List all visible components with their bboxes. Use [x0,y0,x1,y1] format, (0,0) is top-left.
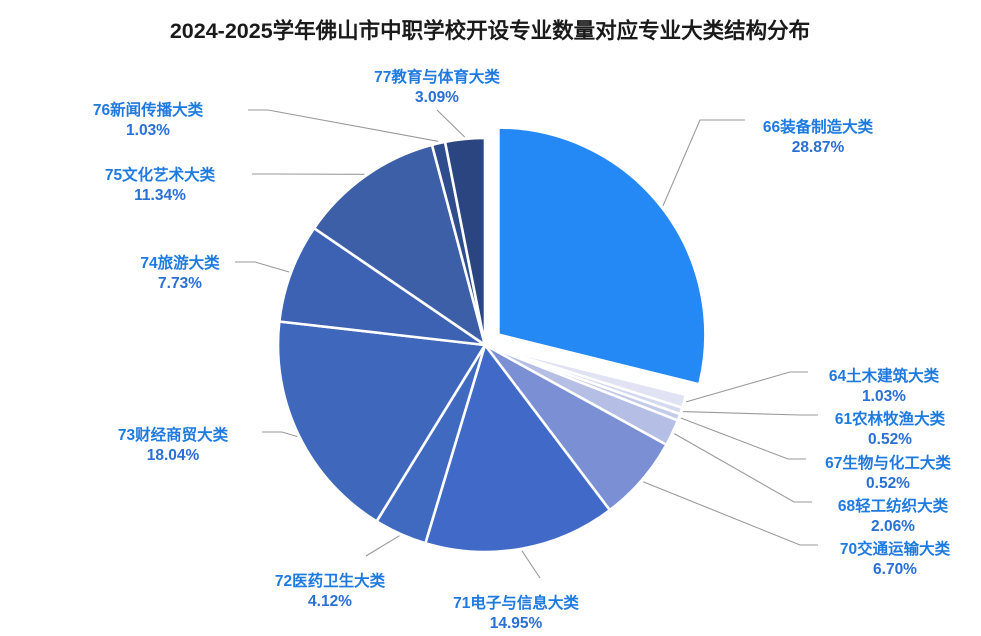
leader-line [674,433,812,503]
label-75-name: 75文化艺术大类 [105,165,216,184]
label-70-name: 70交通运输大类 [840,539,951,558]
label-73: 73财经商贸大类 18.04% [118,425,229,464]
label-76: 76新闻传播大类 1.03% [93,100,204,139]
label-77-pct: 3.09% [415,89,459,106]
label-68: 68轻工纺织大类 2.06% [838,496,949,535]
leader-line [365,535,400,557]
label-68-pct: 2.06% [871,518,915,535]
label-70: 70交通运输大类 6.70% [840,539,951,578]
label-70-pct: 6.70% [873,561,917,578]
label-73-pct: 18.04% [147,447,200,464]
label-74: 74旅游大类 7.73% [140,253,220,292]
pie-slice[interactable] [497,126,707,386]
label-67: 67生物与化工大类 0.52% [825,453,951,492]
label-67-name: 67生物与化工大类 [825,453,951,472]
label-74-name: 74旅游大类 [140,253,220,272]
label-72: 72医药卫生大类 4.12% [275,571,386,610]
pie-slice[interactable] [443,136,487,347]
leader-line [248,109,439,142]
label-71-name: 71电子与信息大类 [453,593,579,612]
label-61: 61农林牧渔大类 0.52% [835,409,946,448]
label-75: 75文化艺术大类 11.34% [105,165,216,204]
label-74-pct: 7.73% [158,275,202,292]
leader-line [685,371,808,403]
label-64-name: 64土木建筑大类 [829,366,940,385]
chart-title: 2024-2025学年佛山市中职学校开设专业数量对应专业大类结构分布 [170,18,810,43]
label-71: 71电子与信息大类 14.95% [453,593,579,632]
leader-lines-group [235,109,818,579]
label-66: 66装备制造大类 28.87% [763,117,874,156]
leader-line [680,417,806,460]
leader-line [642,481,818,546]
pie-slice[interactable] [276,320,487,523]
label-72-pct: 4.12% [308,593,352,610]
label-76-pct: 1.03% [126,122,170,139]
label-72-name: 72医药卫生大类 [275,571,386,590]
label-71-pct: 14.95% [490,615,543,632]
label-77-name: 77教育与体育大类 [374,67,500,86]
label-75-pct: 11.34% [134,187,186,204]
label-76-name: 76新闻传播大类 [93,100,204,119]
label-66-pct: 28.87% [792,139,845,156]
leader-line [683,411,818,416]
label-64: 64土木建筑大类 1.03% [829,366,940,405]
label-77: 77教育与体育大类 3.09% [374,67,500,106]
leader-line [662,119,745,207]
label-61-pct: 0.52% [868,431,912,448]
leader-line [262,431,298,438]
label-61-name: 61农林牧渔大类 [835,409,946,428]
pie-slice[interactable] [278,226,487,347]
label-67-pct: 0.52% [866,475,910,492]
label-73-name: 73财经商贸大类 [118,425,229,444]
label-66-name: 66装备制造大类 [763,117,874,136]
leader-line [436,109,466,138]
pie-slice[interactable] [312,143,487,347]
leader-line [235,261,290,273]
label-64-pct: 1.03% [862,388,906,405]
label-68-name: 68轻工纺织大类 [838,496,949,515]
pie-slices-group [276,126,707,554]
leader-line [521,550,541,579]
pie-slice[interactable] [424,343,612,554]
